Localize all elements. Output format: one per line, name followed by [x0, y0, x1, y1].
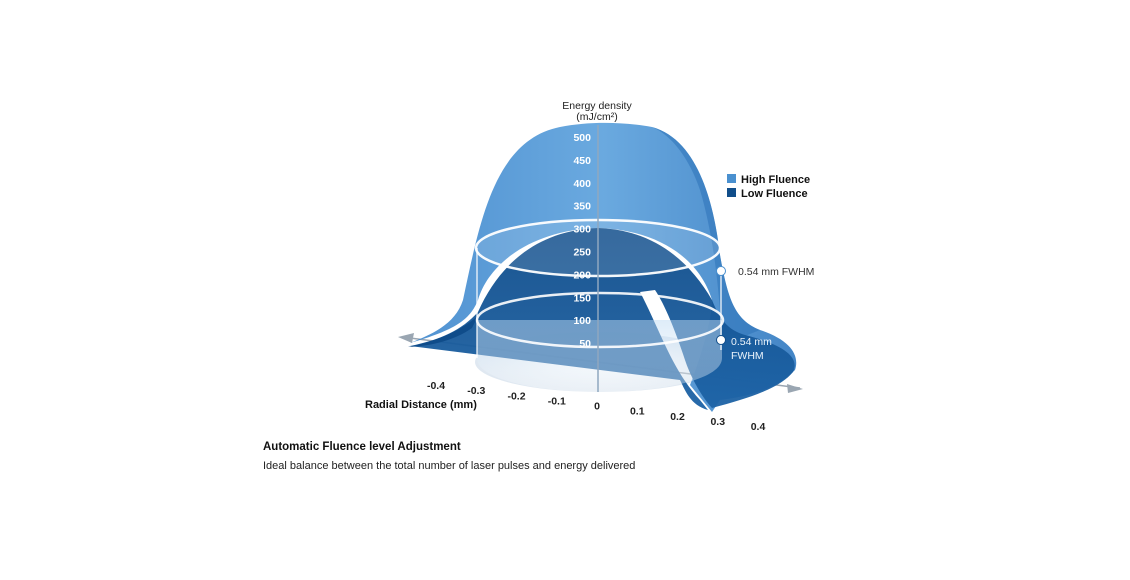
y-axis-label-line2: (mJ/cm²) — [576, 111, 617, 123]
x-tick-label: -0.4 — [427, 380, 445, 392]
annotation-high-text: 0.54 mm FWHM — [738, 266, 814, 278]
x-tick-label: 0.3 — [710, 416, 725, 428]
legend-swatch-low — [727, 188, 736, 197]
y-tick-label: 450 — [573, 155, 591, 167]
legend-label-high: High Fluence — [741, 174, 810, 186]
annotation-low-text-line1: 0.54 mm — [731, 336, 772, 348]
x-axis-arrow-right — [787, 384, 803, 393]
x-tick-label: 0.4 — [751, 421, 766, 433]
x-tick-label: 0.2 — [670, 411, 685, 423]
caption-text: Ideal balance between the total number o… — [263, 460, 636, 472]
y-tick-label: 350 — [573, 201, 591, 213]
x-tick-label: 0 — [594, 401, 600, 413]
x-tick-label: -0.1 — [548, 395, 566, 407]
legend-label-low: Low Fluence — [741, 188, 808, 200]
y-tick-label: 250 — [573, 247, 591, 259]
y-tick-label: 100 — [573, 315, 591, 327]
annotation-low-text-line2: FWHM — [731, 350, 764, 362]
x-axis-arrow-left — [398, 333, 414, 343]
y-tick-label: 400 — [573, 178, 591, 190]
x-tick-label: -0.2 — [507, 390, 525, 402]
y-tick-labels: 500 450 400 350 300 250 200 150 100 50 — [573, 132, 591, 350]
x-tick-label: 0.1 — [630, 406, 645, 418]
y-tick-label: 50 — [579, 338, 591, 350]
annotation-high: 0.54 mm FWHM — [716, 266, 814, 278]
annotation-marker-low — [716, 335, 726, 345]
x-tick-label: -0.3 — [467, 385, 485, 397]
high-fluence-surface — [410, 122, 797, 412]
x-axis-label: Radial Distance (mm) — [365, 399, 477, 411]
annotation-low: 0.54 mm FWHM — [716, 335, 772, 362]
y-tick-label: 200 — [573, 269, 591, 281]
annotation-marker-high — [716, 266, 726, 276]
legend: High Fluence Low Fluence — [727, 174, 810, 200]
y-axis-label-line1: Energy density — [562, 100, 632, 112]
y-tick-label: 500 — [573, 132, 591, 144]
y-tick-label: 150 — [573, 292, 591, 304]
legend-swatch-high — [727, 174, 736, 183]
y-tick-label: 300 — [573, 224, 591, 236]
caption-title: Automatic Fluence level Adjustment — [263, 441, 461, 453]
x-tick-labels: -0.4 -0.3 -0.2 -0.1 0 0.1 0.2 0.3 0.4 — [427, 380, 765, 433]
